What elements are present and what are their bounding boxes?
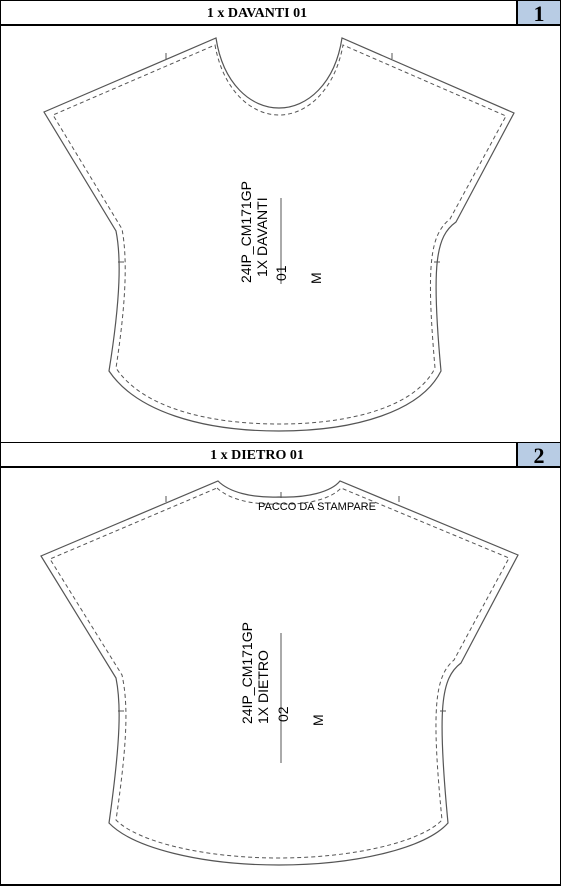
back-label-style: 24IP_CM171GP: [239, 622, 255, 724]
front-cut-line: [43, 37, 515, 432]
front-label-style: 24IP_CM171GP: [238, 181, 254, 283]
back-cut-line: [40, 480, 519, 866]
front-seam-line: [52, 44, 507, 425]
front-label-code: 01: [273, 265, 289, 281]
back-label-code: 02: [275, 706, 291, 722]
panel-front: 1 x DAVANTI 01 1 24IP_CM171GP 1X DAVANTI: [0, 0, 561, 442]
panel-front-header: 1 x DAVANTI 01 1: [1, 1, 560, 26]
back-print-note: PACCO DA STAMPARE: [258, 501, 376, 513]
panel-back-header: 1 x DIETRO 01 2: [1, 443, 560, 468]
panel-front-title: 1 x DAVANTI 01: [206, 6, 308, 21]
front-pattern-piece: 24IP_CM171GP 1X DAVANTI 01 M: [43, 37, 515, 432]
back-label-size: M: [310, 714, 326, 726]
back-pattern-piece: PACCO DA STAMPARE 24IP_CM171GP 1X DIETRO…: [40, 480, 519, 866]
panel-back-title: 1 x DIETRO 01: [210, 448, 304, 463]
panel-front-number: 1: [516, 1, 560, 26]
back-seam-line: [49, 487, 510, 859]
front-label-size: M: [308, 272, 324, 284]
back-label-piece: 1X DIETRO: [255, 650, 271, 724]
panel-back-number: 2: [516, 443, 560, 468]
panel-back: 1 x DIETRO 01 2 PACCO DA STAMPARE 24IP_C…: [0, 442, 561, 886]
front-label-piece: 1X DAVANTI: [254, 197, 270, 277]
